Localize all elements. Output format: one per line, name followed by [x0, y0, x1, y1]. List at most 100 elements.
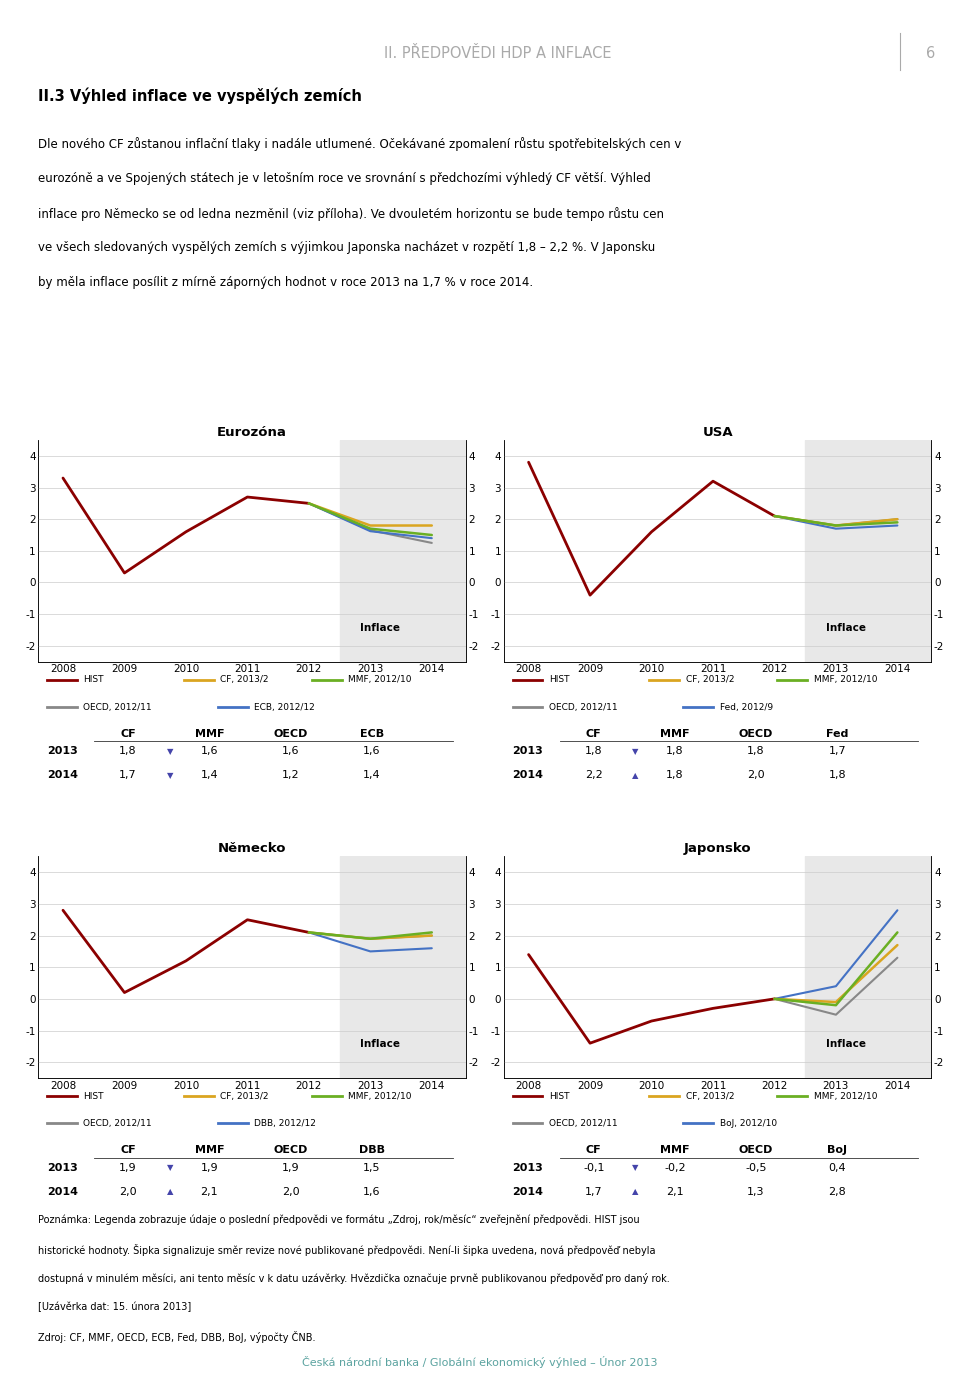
Text: Inflace: Inflace [360, 623, 400, 633]
Text: OECD: OECD [739, 1145, 773, 1155]
Text: OECD, 2012/11: OECD, 2012/11 [549, 702, 617, 712]
Text: 1,6: 1,6 [363, 1187, 380, 1196]
Text: historické hodnoty. Šipka signalizuje směr revize nové publikované předpovědi. N: historické hodnoty. Šipka signalizuje sm… [38, 1244, 656, 1256]
Text: HIST: HIST [549, 676, 569, 684]
Text: HIST: HIST [549, 1092, 569, 1101]
Text: CF: CF [586, 729, 602, 738]
Text: II.3 Výhled inflace ve vyspělých zemích: II.3 Výhled inflace ve vyspělých zemích [38, 87, 362, 104]
Text: -0,5: -0,5 [745, 1163, 767, 1173]
Text: 1,6: 1,6 [281, 747, 300, 756]
Text: 6: 6 [925, 46, 935, 61]
Text: MMF, 2012/10: MMF, 2012/10 [348, 676, 412, 684]
Text: 1,8: 1,8 [119, 747, 137, 756]
Text: HIST: HIST [84, 1092, 104, 1101]
Text: inflace pro Německo se od ledna nezměnil (viz příloha). Ve dvouletém horizontu s: inflace pro Německo se od ledna nezměnil… [38, 207, 664, 221]
Text: by měla inflace posílit z mírně záporných hodnot v roce 2013 na 1,7 % v roce 201: by měla inflace posílit z mírně zápornýc… [38, 276, 534, 289]
Text: OECD, 2012/11: OECD, 2012/11 [549, 1119, 617, 1128]
Text: 1,6: 1,6 [363, 747, 380, 756]
Text: 2014: 2014 [513, 1187, 543, 1196]
Text: CF: CF [586, 1145, 602, 1155]
Text: 1,8: 1,8 [585, 747, 603, 756]
Text: Inflace: Inflace [826, 1040, 866, 1049]
Text: MMF, 2012/10: MMF, 2012/10 [348, 1092, 412, 1101]
Text: Zdroj: CF, MMF, OECD, ECB, Fed, DBB, BoJ, výpočty ČNB.: Zdroj: CF, MMF, OECD, ECB, Fed, DBB, BoJ… [38, 1331, 316, 1344]
Bar [805, 856, 934, 1078]
Text: ve všech sledovaných vyspělých zemích s výjimkou Japonska nacházet v rozpětí 1,8: ve všech sledovaných vyspělých zemích s … [38, 242, 656, 254]
Text: 1,8: 1,8 [747, 747, 765, 756]
Text: OECD, 2012/11: OECD, 2012/11 [84, 702, 152, 712]
Text: 1,9: 1,9 [119, 1163, 137, 1173]
Text: CF, 2013/2: CF, 2013/2 [220, 676, 269, 684]
Text: 2,1: 2,1 [666, 1187, 684, 1196]
Text: MMF: MMF [195, 729, 224, 738]
Text: dostupná v minulém měsíci, ani tento měsíc v k datu uzávěrky. Hvězdička označuje: dostupná v minulém měsíci, ani tento měs… [38, 1273, 670, 1284]
Text: OECD, 2012/11: OECD, 2012/11 [84, 1119, 152, 1128]
Text: 2014: 2014 [513, 770, 543, 780]
Text: MMF: MMF [195, 1145, 224, 1155]
Text: ▼: ▼ [166, 1163, 173, 1173]
Text: Dle nového CF zůstanou inflační tlaky i nadále utlumené. Očekávané zpomalení růs: Dle nového CF zůstanou inflační tlaky i … [38, 137, 682, 151]
Bar [340, 856, 468, 1078]
Text: 2,0: 2,0 [747, 770, 765, 780]
Text: 1,3: 1,3 [747, 1187, 765, 1196]
Text: 1,9: 1,9 [281, 1163, 300, 1173]
Text: 2014: 2014 [47, 1187, 78, 1196]
Text: 1,8: 1,8 [666, 747, 684, 756]
Text: OECD: OECD [274, 1145, 307, 1155]
Text: Inflace: Inflace [360, 1040, 400, 1049]
Text: CF, 2013/2: CF, 2013/2 [685, 1092, 734, 1101]
Text: ▼: ▼ [632, 747, 638, 756]
Text: 2,8: 2,8 [828, 1187, 846, 1196]
Text: ▲: ▲ [632, 770, 638, 780]
Text: 1,7: 1,7 [585, 1187, 603, 1196]
Text: Fed: Fed [826, 729, 849, 738]
Text: ▼: ▼ [166, 747, 173, 756]
Text: 1,4: 1,4 [363, 770, 380, 780]
Text: 2,1: 2,1 [201, 1187, 218, 1196]
Text: ECB: ECB [360, 729, 384, 738]
Text: 2,2: 2,2 [585, 770, 603, 780]
Text: MMF, 2012/10: MMF, 2012/10 [814, 676, 877, 684]
Text: DBB, 2012/12: DBB, 2012/12 [254, 1119, 316, 1128]
Text: 2,0: 2,0 [119, 1187, 137, 1196]
Text: Poznámka: Legenda zobrazuje údaje o poslední předpovědi ve formátu „Zdroj, rok/m: Poznámka: Legenda zobrazuje údaje o posl… [38, 1214, 640, 1226]
Text: OECD: OECD [274, 729, 307, 738]
Text: 1,8: 1,8 [666, 770, 684, 780]
Text: Česká národní banka / Globální ekonomický výhled – Únor 2013: Česká národní banka / Globální ekonomick… [302, 1356, 658, 1369]
Text: Inflace: Inflace [826, 623, 866, 633]
Text: eurozóně a ve Spojených státech je v letošním roce ve srovnání s předchozími výh: eurozóně a ve Spojených státech je v let… [38, 172, 651, 185]
Text: 1,7: 1,7 [119, 770, 137, 780]
Text: 1,2: 1,2 [281, 770, 300, 780]
Text: MMF, 2012/10: MMF, 2012/10 [814, 1092, 877, 1101]
Text: ▼: ▼ [166, 770, 173, 780]
Text: HIST: HIST [84, 676, 104, 684]
Text: ▼: ▼ [632, 1163, 638, 1173]
Text: II. PŘEDPOVĚDI HDP A INFLACE: II. PŘEDPOVĚDI HDP A INFLACE [385, 46, 612, 61]
Text: BoJ: BoJ [828, 1145, 848, 1155]
Text: 2013: 2013 [47, 1163, 78, 1173]
Text: 1,9: 1,9 [201, 1163, 218, 1173]
Text: 2013: 2013 [513, 747, 543, 756]
Title: USA: USA [703, 426, 732, 439]
Bar [805, 440, 934, 662]
Title: Německo: Německo [218, 843, 286, 855]
Text: ▲: ▲ [632, 1187, 638, 1196]
Text: 1,5: 1,5 [363, 1163, 380, 1173]
Bar [340, 440, 468, 662]
Text: BoJ, 2012/10: BoJ, 2012/10 [720, 1119, 777, 1128]
Title: Japonsko: Japonsko [684, 843, 752, 855]
Text: OECD: OECD [739, 729, 773, 738]
Text: CF: CF [120, 1145, 136, 1155]
Text: CF, 2013/2: CF, 2013/2 [220, 1092, 269, 1101]
Text: ECB, 2012/12: ECB, 2012/12 [254, 702, 315, 712]
Text: 2014: 2014 [47, 770, 78, 780]
Text: 2,0: 2,0 [281, 1187, 300, 1196]
Text: Fed, 2012/9: Fed, 2012/9 [720, 702, 773, 712]
Text: CF: CF [120, 729, 136, 738]
Text: 2013: 2013 [47, 747, 78, 756]
Text: ▲: ▲ [166, 1187, 173, 1196]
Text: 0,4: 0,4 [828, 1163, 846, 1173]
Text: [Uzávěrka dat: 15. února 2013]: [Uzávěrka dat: 15. února 2013] [38, 1302, 192, 1312]
Text: DBB: DBB [359, 1145, 385, 1155]
Text: 1,6: 1,6 [201, 747, 218, 756]
